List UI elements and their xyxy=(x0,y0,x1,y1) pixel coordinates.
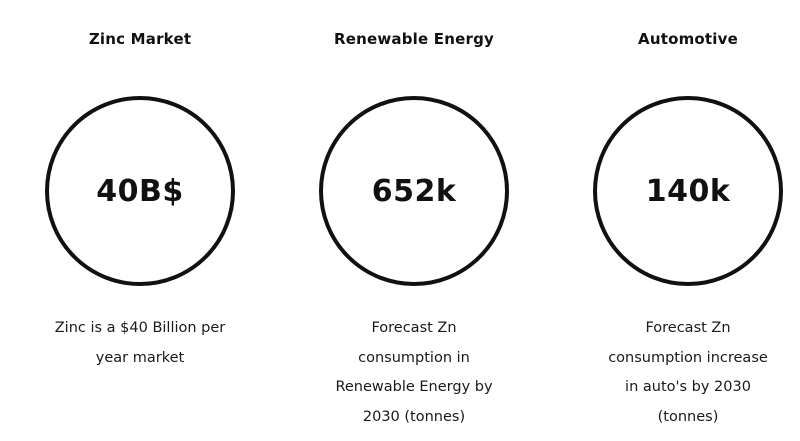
stat-description-line: Forecast Zn xyxy=(645,320,731,336)
stat-circle: 40B$ xyxy=(45,96,235,286)
stat-value: 140k xyxy=(645,173,731,209)
stat-description-line: consumption in xyxy=(358,349,470,366)
stat-title: Zinc Market xyxy=(88,30,192,48)
stat-circle: 652k xyxy=(319,96,509,286)
stat-description-line: in auto's by 2030 xyxy=(625,379,751,395)
stat-value: 652k xyxy=(371,173,457,209)
stat-description-line: Renewable Energy by xyxy=(335,379,493,395)
stat-value: 40B$ xyxy=(96,173,184,209)
stat-description-line: consumption increase xyxy=(608,349,768,366)
stat-title: Automotive xyxy=(638,30,738,48)
stat-zinc-market: Zinc Market 40B$ Zinc is a $40 Billion p… xyxy=(20,0,260,441)
stat-title: Renewable Energy xyxy=(333,30,495,48)
stat-description-line: Forecast Zn xyxy=(371,320,457,336)
stat-description-line: (tonnes) xyxy=(657,408,719,425)
stat-description: Forecast Zn consumption increase in auto… xyxy=(568,314,800,432)
stat-description: Forecast Zn consumption in Renewable Ene… xyxy=(294,314,534,432)
stat-circle: 140k xyxy=(593,96,783,286)
stat-description: Zinc is a $40 Billion per year market xyxy=(20,314,260,373)
stat-description-line: year market xyxy=(95,349,185,366)
stat-description-line: Zinc is a $40 Billion per xyxy=(54,320,226,336)
stat-description-line: 2030 (tonnes) xyxy=(362,408,466,425)
stat-renewable-energy: Renewable Energy 652k Forecast Zn consum… xyxy=(294,0,534,441)
stat-automotive: Automotive 140k Forecast Zn consumption … xyxy=(568,0,800,441)
